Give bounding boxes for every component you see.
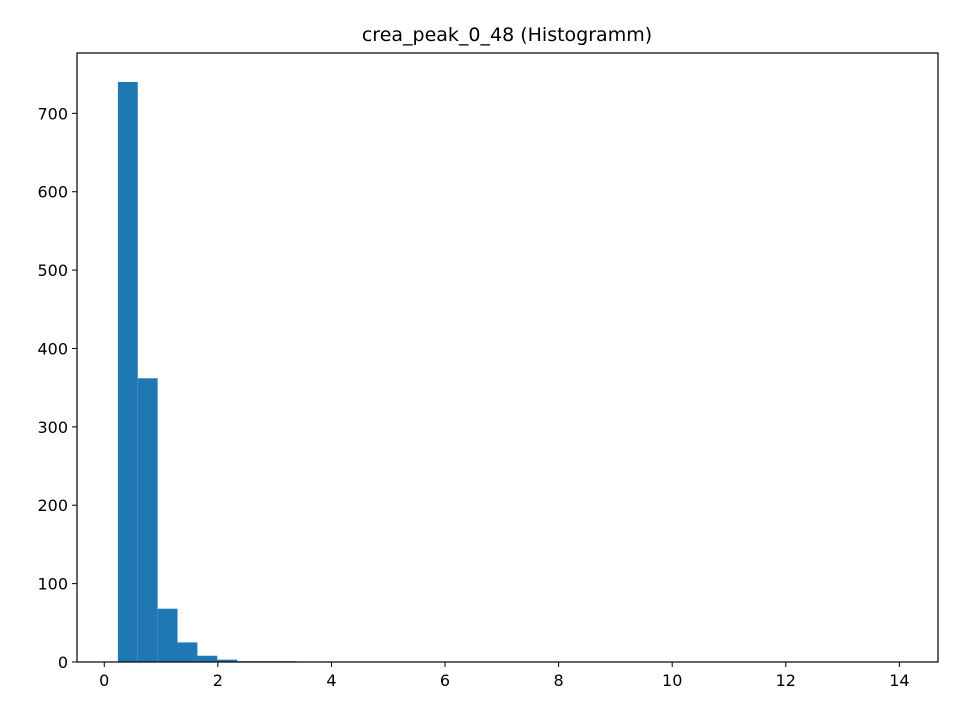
histogram-bar-5: [217, 659, 238, 662]
chart-title: crea_peak_0_48 (Histogramm): [362, 24, 652, 46]
x-tick-label-7: 14: [889, 671, 909, 690]
x-tick-label-6: 12: [776, 671, 796, 690]
histogram-bar-2: [157, 608, 178, 662]
x-tick-label-4: 8: [554, 671, 564, 690]
plot-frame: [76, 52, 939, 663]
y-tick-label-7: 700: [37, 104, 68, 123]
x-tick-label-2: 4: [326, 671, 336, 690]
y-tick-label-0: 0: [58, 653, 68, 672]
x-axis: 0 2 4 6 8 10 12 14: [99, 662, 910, 690]
histogram-bar-3: [177, 642, 198, 662]
y-tick-label-3: 300: [37, 418, 68, 437]
x-tick-label-1: 2: [213, 671, 223, 690]
x-tick-label-5: 10: [662, 671, 682, 690]
x-tick-label-0: 0: [99, 671, 109, 690]
y-tick-label-4: 400: [37, 339, 68, 358]
y-tick-label-1: 100: [37, 575, 68, 594]
y-tick-label-2: 200: [37, 496, 68, 515]
x-tick-label-3: 6: [440, 671, 450, 690]
y-tick-label-6: 600: [37, 183, 68, 202]
histogram-bar-1: [137, 378, 158, 662]
histogram-bar-0: [117, 82, 138, 662]
y-tick-label-5: 500: [37, 261, 68, 280]
y-axis: 0 100 200 300 400 500 600 700: [37, 104, 77, 672]
histogram-bar-4: [197, 655, 218, 662]
bars-group: [117, 82, 297, 662]
